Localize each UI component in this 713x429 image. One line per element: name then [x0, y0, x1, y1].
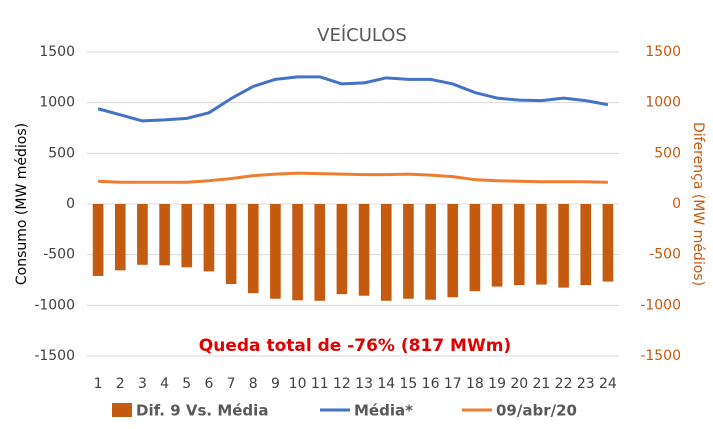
y2-tick-label: 0: [672, 196, 681, 212]
bar: [181, 204, 193, 268]
bar: [92, 204, 104, 276]
y-axis-label: Consumo (MW médios): [14, 123, 30, 285]
annotation: Queda total de -76% (817 MWm): [199, 336, 511, 356]
bar: [292, 204, 303, 301]
x-tick-label: 3: [138, 376, 147, 392]
y-tick-label: -1500: [34, 348, 75, 364]
y2-tick-label: 500: [654, 145, 681, 161]
bar: [159, 204, 170, 266]
bar: [247, 204, 259, 294]
x-tick-label: 18: [466, 376, 484, 392]
x-tick-label: 15: [400, 376, 418, 392]
bar: [447, 204, 459, 298]
y-tick-label: -500: [43, 247, 75, 263]
legend-label: Dif. 9 Vs. Média: [136, 402, 268, 420]
x-tick-label: 7: [227, 376, 236, 392]
bar: [314, 204, 326, 301]
bar: [425, 204, 436, 300]
line: [98, 171, 608, 184]
bar: [602, 204, 614, 282]
bar: [536, 204, 547, 285]
x-tick-label: 22: [555, 376, 573, 392]
bar: [270, 204, 281, 299]
legend-swatch: [112, 403, 132, 417]
y2-tick-label: -1000: [640, 297, 681, 313]
bar: [558, 204, 569, 288]
x-tick-label: 24: [599, 376, 617, 392]
x-tick-label: 17: [444, 376, 462, 392]
x-tick-label: 1: [94, 376, 103, 392]
bar: [469, 204, 481, 292]
y-tick-label: 1000: [39, 95, 75, 111]
bar: [580, 204, 592, 286]
y-tick-label: 500: [48, 145, 75, 161]
x-tick-label: 19: [488, 376, 506, 392]
line: [97, 75, 609, 123]
x-tick-label: 4: [160, 376, 169, 392]
y-tick-label: 0: [66, 196, 75, 212]
x-tick-label: 5: [182, 376, 191, 392]
legend-label: 09/abr/20: [496, 402, 577, 420]
bar: [358, 204, 370, 296]
bar: [513, 204, 525, 286]
y-tick-label: -1000: [34, 297, 75, 313]
chart-title: VEÍCULOS: [317, 24, 407, 46]
x-tick-label: 20: [510, 376, 528, 392]
x-tick-label: 11: [311, 376, 329, 392]
bar: [225, 204, 237, 285]
x-tick-label: 16: [422, 376, 440, 392]
bar: [380, 204, 392, 301]
bar: [336, 204, 348, 295]
x-tick-label: 12: [333, 376, 351, 392]
x-tick-label: 13: [355, 376, 373, 392]
y2-tick-label: 1500: [645, 44, 681, 60]
y2-axis-label: Diferença (MW médios): [690, 122, 706, 286]
x-tick-label: 10: [289, 376, 307, 392]
bar: [491, 204, 503, 287]
y2-tick-label: 1000: [645, 95, 681, 111]
y-tick-label: 1500: [39, 44, 75, 60]
x-tick-label: 6: [204, 376, 213, 392]
bar: [114, 204, 126, 271]
legend-label: Média*: [354, 402, 413, 420]
x-tick-label: 2: [116, 376, 125, 392]
x-tick-label: 9: [271, 376, 280, 392]
x-tick-label: 21: [533, 376, 551, 392]
bar: [203, 204, 215, 272]
y2-tick-label: -500: [649, 247, 681, 263]
x-tick-label: 23: [577, 376, 595, 392]
y2-tick-label: -1500: [640, 348, 681, 364]
bar: [137, 204, 148, 265]
x-tick-label: 8: [249, 376, 258, 392]
bar: [403, 204, 414, 299]
x-tick-label: 14: [377, 376, 395, 392]
